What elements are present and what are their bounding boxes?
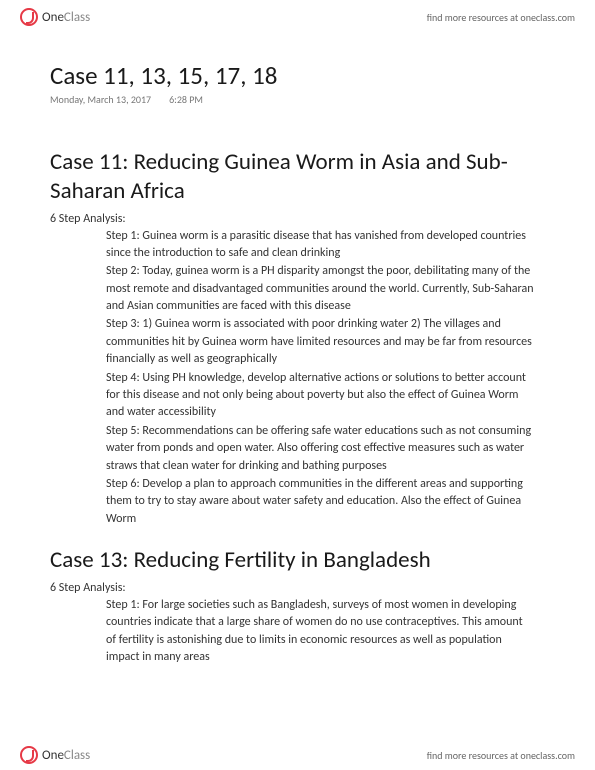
brand-class: Class: [64, 10, 90, 25]
brand-class-footer: Class: [64, 748, 90, 763]
list-item: Step 2: Today, guinea worm is a PH dispa…: [106, 263, 535, 315]
page-time: 6:28 PM: [169, 93, 203, 106]
page-header: OneClass find more resources at oneclass…: [0, 0, 595, 30]
page-title: Case 11, 13, 15, 17, 18: [50, 60, 545, 91]
list-item: Step 1: Guinea worm is a parasitic disea…: [106, 228, 535, 263]
header-resources-link[interactable]: find more resources at oneclass.com: [427, 11, 575, 24]
page-date: Monday, March 13, 2017: [50, 93, 151, 106]
list-item: Step 3: 1) Guinea worm is associated wit…: [106, 316, 535, 368]
list-item: Step 5: Recommendations can be offering …: [106, 423, 535, 475]
list-item: Step 6: Develop a plan to approach commu…: [106, 476, 535, 528]
brand-one: One: [42, 10, 64, 25]
footer-resources-link[interactable]: find more resources at oneclass.com: [427, 749, 575, 762]
list-item: Step 1: For large societies such as Bang…: [106, 597, 535, 667]
brand-logo: OneClass: [20, 8, 90, 26]
brand-one-footer: One: [42, 748, 64, 763]
brand-logo-footer: OneClass: [20, 746, 90, 764]
document-body: Case 11, 13, 15, 17, 18 Monday, March 13…: [0, 30, 595, 677]
case-13-analysis-label: 6 Step Analysis:: [50, 581, 545, 595]
brand-icon: [20, 746, 38, 764]
brand-icon: [20, 8, 38, 26]
case-13-title: Case 13: Reducing Fertility in Banglades…: [50, 546, 545, 575]
page-footer: OneClass find more resources at oneclass…: [0, 746, 595, 764]
case-11-title: Case 11: Reducing Guinea Worm in Asia an…: [50, 148, 545, 206]
case-11-steps: Step 1: Guinea worm is a parasitic disea…: [50, 228, 545, 529]
case-13-steps: Step 1: For large societies such as Bang…: [50, 597, 545, 667]
brand-text-footer: OneClass: [42, 748, 90, 763]
list-item: Step 4: Using PH knowledge, develop alte…: [106, 370, 535, 422]
page-meta: Monday, March 13, 2017 6:28 PM: [50, 93, 545, 106]
case-11-analysis-label: 6 Step Analysis:: [50, 212, 545, 226]
brand-text: OneClass: [42, 10, 90, 25]
